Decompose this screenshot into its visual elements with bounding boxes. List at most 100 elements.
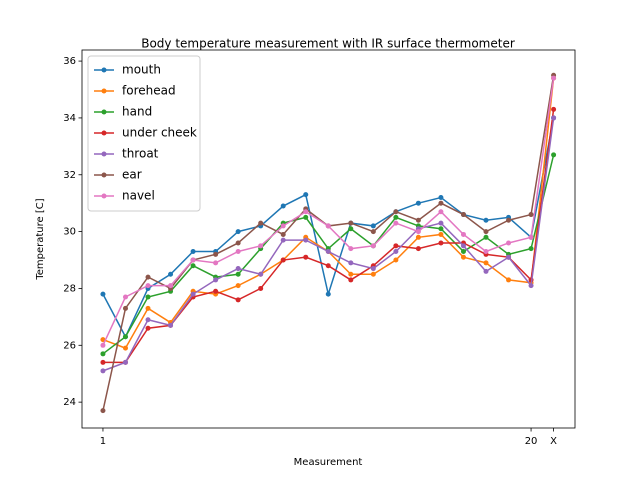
data-point: [506, 240, 512, 246]
data-point: [551, 152, 557, 158]
data-point: [483, 268, 489, 274]
legend-marker: [101, 109, 107, 115]
data-point: [168, 271, 174, 277]
data-point: [325, 249, 331, 255]
data-point: [168, 283, 174, 289]
y-tick-label: 26: [63, 340, 76, 351]
legend-label: navel: [122, 189, 155, 203]
data-point: [325, 291, 331, 297]
data-point: [235, 240, 241, 246]
data-point: [235, 266, 241, 272]
data-point: [258, 285, 264, 291]
data-point: [415, 200, 421, 206]
data-point: [528, 234, 534, 240]
data-point: [213, 251, 219, 257]
data-point: [303, 214, 309, 220]
data-point: [506, 217, 512, 223]
y-tick-label: 34: [63, 113, 76, 124]
data-point: [415, 234, 421, 240]
data-point: [438, 200, 444, 206]
data-point: [551, 75, 557, 81]
data-point: [145, 283, 151, 289]
data-point: [438, 231, 444, 237]
data-point: [348, 226, 354, 232]
data-point: [303, 192, 309, 198]
data-point: [483, 234, 489, 240]
x-tick-label: 1: [100, 436, 106, 447]
data-point: [483, 217, 489, 223]
data-point: [325, 263, 331, 269]
y-tick-label: 30: [63, 227, 76, 238]
data-point: [438, 240, 444, 246]
data-point: [528, 212, 534, 218]
data-point: [483, 260, 489, 266]
data-point: [100, 351, 106, 357]
legend-marker: [101, 193, 107, 199]
data-point: [258, 243, 264, 249]
data-point: [370, 223, 376, 229]
data-point: [483, 229, 489, 235]
data-point: [438, 195, 444, 201]
data-point: [190, 291, 196, 297]
y-axis-label: Temperature [C]: [35, 198, 46, 280]
legend-marker: [101, 88, 107, 94]
y-tick-label: 32: [63, 170, 76, 181]
data-point: [393, 257, 399, 263]
y-tick-label: 36: [63, 56, 76, 67]
data-point: [393, 249, 399, 255]
data-point: [190, 263, 196, 269]
data-point: [145, 294, 151, 300]
data-point: [551, 106, 557, 112]
data-point: [235, 229, 241, 235]
data-point: [235, 283, 241, 289]
data-point: [438, 226, 444, 232]
data-point: [145, 325, 151, 331]
data-point: [100, 359, 106, 365]
y-tick-label: 24: [63, 397, 76, 408]
data-point: [235, 271, 241, 277]
data-point: [438, 220, 444, 226]
legend-label: forehead: [122, 84, 176, 98]
x-axis-label: Measurement: [294, 457, 363, 468]
data-point: [415, 217, 421, 223]
data-point: [370, 229, 376, 235]
data-point: [122, 294, 128, 300]
x-tick-label: 20: [525, 436, 538, 447]
data-point: [528, 283, 534, 289]
legend-box: [87, 55, 201, 212]
data-point: [100, 408, 106, 414]
data-point: [393, 214, 399, 220]
data-point: [348, 277, 354, 283]
data-point: [145, 274, 151, 280]
data-point: [460, 254, 466, 260]
data-point: [460, 231, 466, 237]
data-point: [415, 229, 421, 235]
data-point: [348, 246, 354, 252]
data-point: [303, 209, 309, 215]
data-point: [100, 342, 106, 348]
data-point: [235, 297, 241, 303]
data-point: [438, 209, 444, 215]
data-point: [483, 249, 489, 255]
data-point: [528, 246, 534, 252]
data-point: [280, 231, 286, 237]
data-point: [348, 220, 354, 226]
legend-label: throat: [122, 147, 159, 161]
data-point: [100, 291, 106, 297]
data-point: [551, 115, 557, 121]
data-point: [370, 266, 376, 272]
data-point: [506, 254, 512, 260]
axes-frame: [81, 49, 576, 429]
data-point: [303, 254, 309, 260]
data-point: [393, 243, 399, 249]
data-point: [122, 345, 128, 351]
data-point: [122, 334, 128, 340]
data-point: [280, 257, 286, 263]
data-point: [213, 260, 219, 266]
legend-label: hand: [122, 105, 152, 119]
data-point: [258, 271, 264, 277]
data-point: [168, 322, 174, 328]
data-point: [122, 359, 128, 365]
data-point: [415, 246, 421, 252]
